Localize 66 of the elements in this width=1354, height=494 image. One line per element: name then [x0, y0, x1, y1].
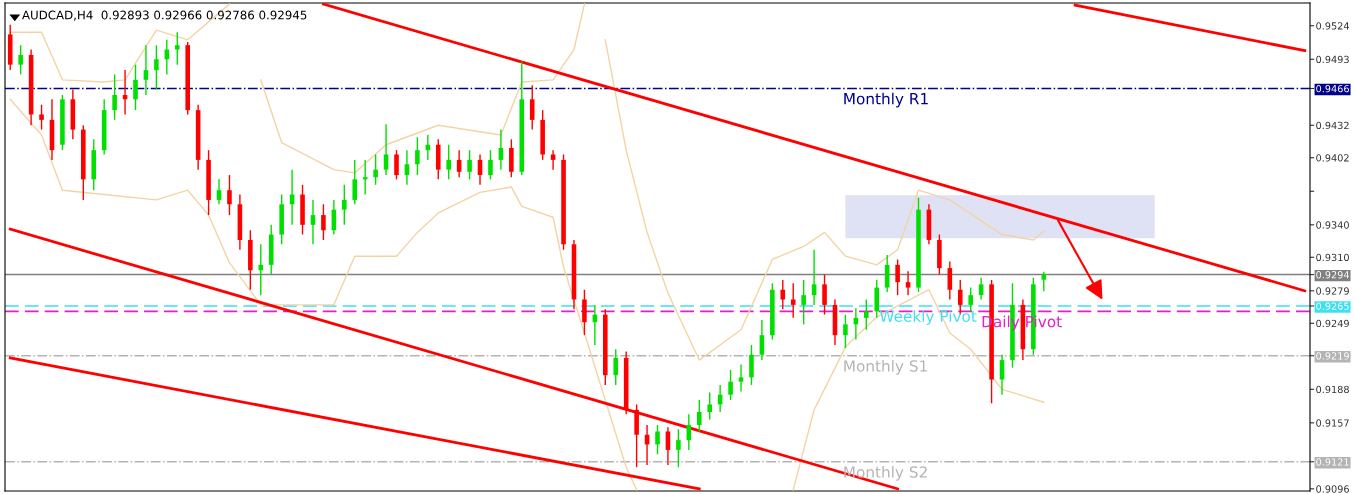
candlestick	[258, 243, 264, 296]
candlestick	[738, 363, 744, 393]
y-tick-label: 0.9340	[1316, 221, 1349, 229]
candlestick	[39, 104, 44, 131]
candlestick	[321, 203, 326, 241]
y-tick-label: 0.9219	[1316, 352, 1349, 360]
y-tick-label: 0.9432	[1316, 121, 1349, 130]
candlestick	[749, 344, 754, 386]
ref-line-label: Monthly R1	[844, 92, 928, 108]
y-tick-label: 0.9466	[1316, 84, 1349, 93]
candlestick	[415, 136, 420, 176]
candlestick	[394, 149, 399, 181]
candlestick	[801, 279, 806, 326]
y-tick-label: 0.9121	[1316, 458, 1349, 466]
candlestick	[864, 298, 869, 331]
candlestick	[780, 279, 786, 310]
candlestick	[154, 44, 159, 91]
candlestick	[373, 153, 378, 186]
candlestick	[488, 149, 493, 181]
candlestick	[342, 184, 347, 226]
candlestick	[1041, 271, 1047, 292]
candlestick	[550, 149, 556, 171]
candlestick	[446, 144, 451, 181]
candlestick	[790, 282, 796, 319]
candlestick	[227, 174, 232, 216]
candlestick	[696, 399, 702, 433]
candlestick	[18, 44, 23, 76]
y-tick-label: 0.9188	[1316, 385, 1349, 394]
candlestick	[133, 63, 138, 111]
candlestick	[509, 138, 514, 178]
candlestick	[655, 424, 660, 455]
candlestick	[822, 273, 827, 316]
y-tick-label: 0.9265	[1316, 302, 1349, 310]
candlestick	[112, 73, 117, 121]
candlestick	[999, 353, 1005, 396]
y-tick-label: 0.9524	[1316, 22, 1350, 30]
candlestick	[905, 270, 911, 296]
y-tick-label: 0.9249	[1316, 319, 1349, 328]
candlestick	[529, 84, 535, 131]
candlestick	[383, 123, 389, 176]
candlestick	[352, 159, 358, 205]
y-tick-label: 0.9294	[1316, 271, 1350, 279]
ref-line-label: Monthly S1	[844, 359, 927, 375]
y-tick-label: 0.9402	[1316, 154, 1349, 162]
ref-line-label: Monthly S2	[844, 465, 927, 481]
y-tick-label: 0.9493	[1316, 55, 1349, 64]
candlestick	[582, 289, 587, 336]
ref-line-label: Weekly Pivot	[879, 310, 977, 325]
candlestick	[843, 313, 848, 349]
y-tick-label: 0.9310	[1316, 253, 1349, 262]
candlestick	[895, 258, 900, 296]
candlestick	[613, 348, 619, 386]
candlestick	[665, 426, 671, 466]
candlestick	[707, 391, 712, 421]
candlestick	[874, 279, 880, 319]
line-series	[260, 3, 586, 174]
candlestick	[759, 319, 765, 361]
candlestick	[467, 149, 472, 181]
text: AUDCAD,H4 0.92893 0.92966 0.92786 0.92945	[22, 10, 307, 21]
y-tick-label: 0.9096	[1316, 485, 1349, 493]
y-tick-label: 0.9157	[1316, 419, 1349, 427]
candlestick	[174, 31, 180, 66]
line-series	[9, 98, 638, 491]
y-tick-label: 0.9279	[1316, 287, 1349, 295]
candlestick	[728, 369, 733, 401]
candlestick	[676, 428, 681, 468]
